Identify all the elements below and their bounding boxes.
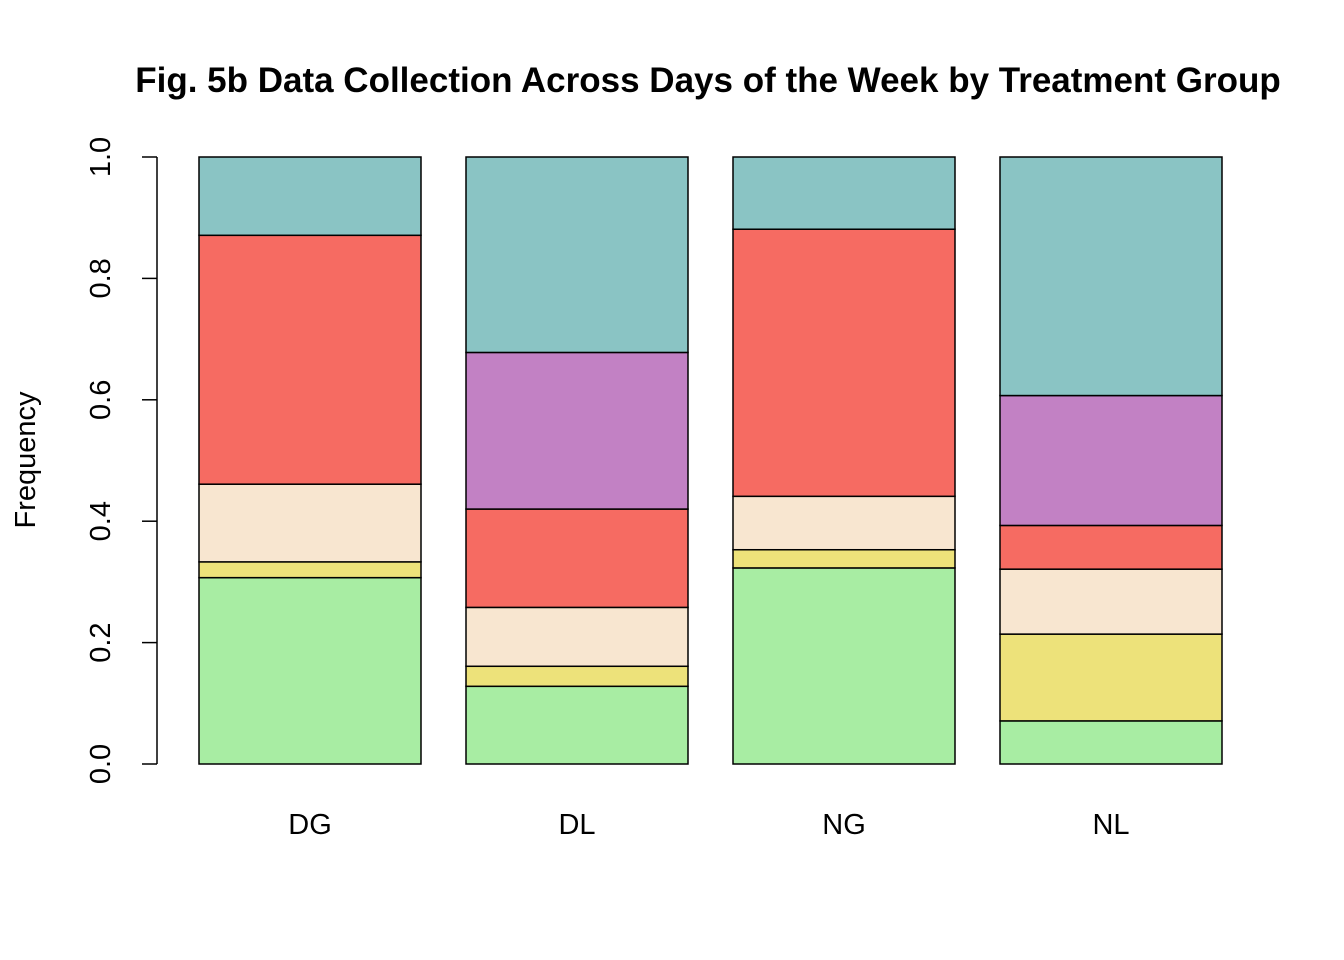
bar-segment-dg-6 bbox=[198, 156, 422, 237]
bar-segment-ng-3 bbox=[732, 495, 956, 551]
bar-segment-dg-1 bbox=[198, 576, 422, 765]
y-tick-label: 0.4 bbox=[85, 501, 117, 541]
category-labels: DG DL NG NL bbox=[288, 809, 1129, 841]
y-tick-label: 1.0 bbox=[85, 137, 117, 177]
y-axis: 0.0 0.2 0.4 0.6 0.8 1.0 bbox=[85, 137, 158, 784]
bar-segment-dg-3 bbox=[198, 483, 422, 563]
bar-segment-nl-2 bbox=[999, 633, 1223, 722]
category-label-dg: DG bbox=[288, 809, 332, 841]
category-label-nl: NL bbox=[1092, 809, 1129, 841]
y-tick-label: 0.8 bbox=[85, 258, 117, 298]
bar-segment-ng-4 bbox=[732, 228, 956, 498]
category-label-dl: DL bbox=[558, 809, 595, 841]
bar-segment-dl-2 bbox=[465, 665, 689, 688]
bar-segment-ng-1 bbox=[732, 567, 956, 765]
bar-segment-dl-4 bbox=[465, 508, 689, 609]
y-tick-label: 0.6 bbox=[85, 380, 117, 420]
bar-segment-dl-6 bbox=[465, 156, 689, 354]
bar-segment-nl-1 bbox=[999, 720, 1223, 765]
bar-segment-nl-5 bbox=[999, 394, 1223, 527]
bar-segment-ng-6 bbox=[732, 156, 956, 230]
y-tick-label: 0.0 bbox=[85, 744, 117, 784]
bar-segment-dl-1 bbox=[465, 685, 689, 765]
bar-segment-nl-6 bbox=[999, 156, 1223, 397]
bar-segment-dg-4 bbox=[198, 234, 422, 485]
y-axis-label: Frequency bbox=[10, 391, 42, 529]
bar-segment-dl-3 bbox=[465, 606, 689, 668]
bar-segment-dg-2 bbox=[198, 561, 422, 579]
bar-segment-nl-4 bbox=[999, 524, 1223, 570]
bar-segment-nl-3 bbox=[999, 568, 1223, 635]
bar-segment-ng-2 bbox=[732, 548, 956, 569]
y-tick-label: 0.2 bbox=[85, 622, 117, 662]
chart-title: Fig. 5b Data Collection Across Days of t… bbox=[135, 61, 1281, 100]
bars bbox=[198, 156, 1223, 765]
bar-segment-dl-5 bbox=[465, 351, 689, 510]
category-label-ng: NG bbox=[822, 809, 866, 841]
